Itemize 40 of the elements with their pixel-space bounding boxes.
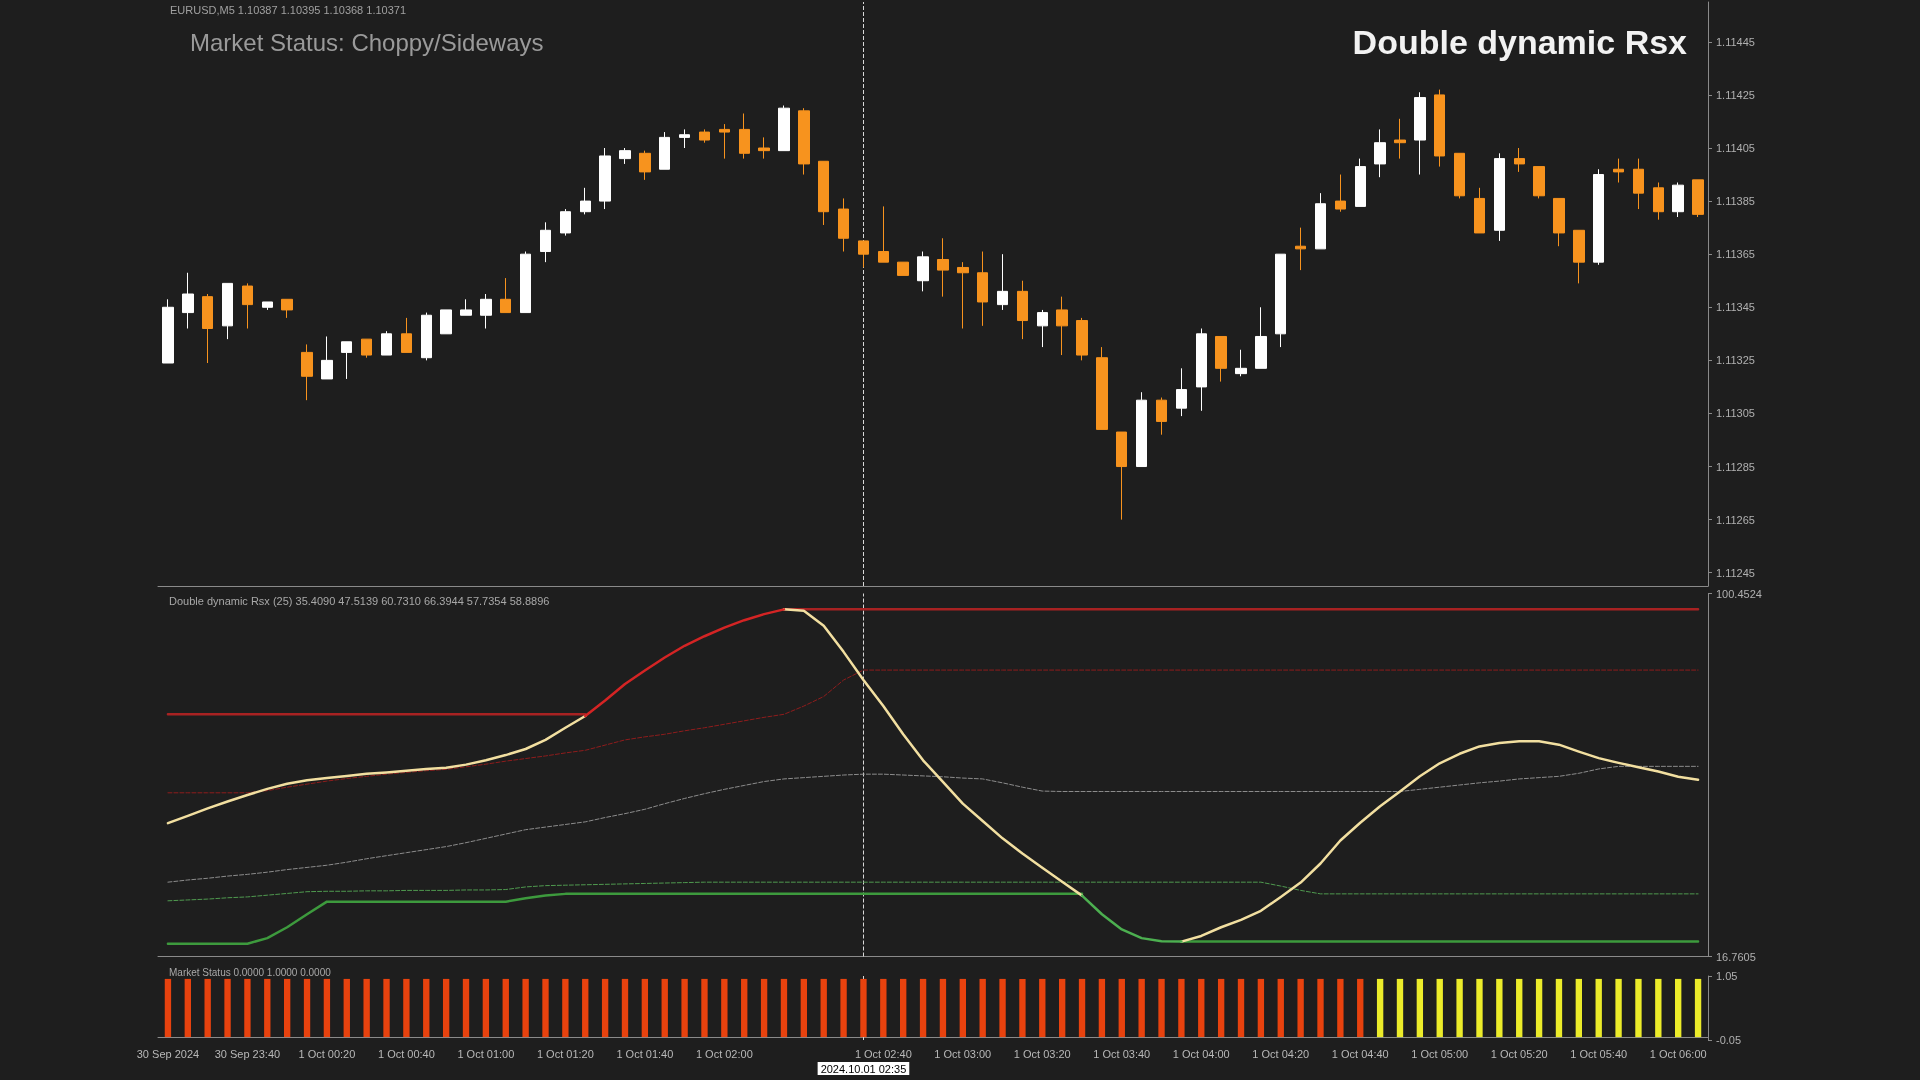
x-tick-label: 30 Sep 2024	[136, 1047, 200, 1060]
x-tick-label: 1 Oct 01:00	[457, 1047, 515, 1060]
x-tick-label: 1 Oct 00:20	[298, 1047, 356, 1060]
x-tick-label: 1 Oct 00:40	[377, 1047, 435, 1060]
x-tick-label: 1 Oct 06:00	[1649, 1047, 1707, 1060]
x-tick-label: 1 Oct 05:20	[1490, 1047, 1548, 1060]
chart-title: Market Status 0.0000 1.0000 0.0000	[169, 966, 332, 978]
y-tick-label: 100.4524	[1716, 587, 1762, 600]
x-tick-label: 1 Oct 01:20	[536, 1047, 594, 1060]
y-tick-label: 1.11265	[1716, 513, 1755, 526]
y-tick-label: -0.05	[1716, 1034, 1742, 1046]
x-tick-label: 1 Oct 01:40	[616, 1047, 674, 1060]
x-tick-label: 1 Oct 04:20	[1252, 1047, 1310, 1060]
x-tick-label: 1 Oct 03:20	[1013, 1047, 1071, 1060]
x-tick-label: 1 Oct 05:00	[1411, 1047, 1469, 1060]
y-tick-label: 1.11245	[1716, 566, 1755, 579]
x-tick-label: 1 Oct 04:40	[1331, 1047, 1389, 1060]
y-tick-label: 1.05	[1716, 970, 1738, 982]
y-tick-label: 1.11365	[1716, 248, 1755, 261]
chart-title: Double dynamic Rsx (25) 35.4090 47.5139 60.7310 66.3944 57.7354 58.8896	[169, 594, 550, 607]
text: Double dynamic Rsx	[1352, 23, 1688, 61]
y-tick-label: 1.11405	[1716, 142, 1755, 154]
annotation: Market Status: Choppy/Sideways	[190, 28, 544, 56]
x-tick-label: 1 Oct 03:40	[1093, 1047, 1151, 1060]
x-tick-label: 1 Oct 03:00	[934, 1047, 992, 1060]
chart-subtitle: EURUSD,M5 1.10387 1.10395 1.10368 1.10371	[170, 3, 407, 16]
y-tick-label: 1.11285	[1716, 460, 1755, 473]
y-tick-label: 1.11325	[1716, 354, 1755, 367]
x-tick-label: 1 Oct 04:00	[1172, 1047, 1230, 1060]
y-tick-label: 1.11445	[1716, 35, 1755, 48]
y-tick-label: 1.11425	[1716, 88, 1755, 101]
x-tick-label: 1 Oct 02:00	[695, 1047, 753, 1060]
y-tick-label: 1.11345	[1716, 301, 1755, 314]
y-tick-label: 1.11305	[1716, 407, 1755, 420]
y-tick-label: 16.7605	[1716, 950, 1756, 963]
x-tick-label: 30 Sep 23:40	[214, 1047, 281, 1060]
x-tick-label: 1 Oct 02:40	[854, 1047, 912, 1060]
x-tick-label: 2024.10.01 02:35	[820, 1062, 907, 1075]
x-tick-label: 1 Oct 05:40	[1570, 1047, 1628, 1060]
y-tick-label: 1.11385	[1716, 195, 1755, 208]
